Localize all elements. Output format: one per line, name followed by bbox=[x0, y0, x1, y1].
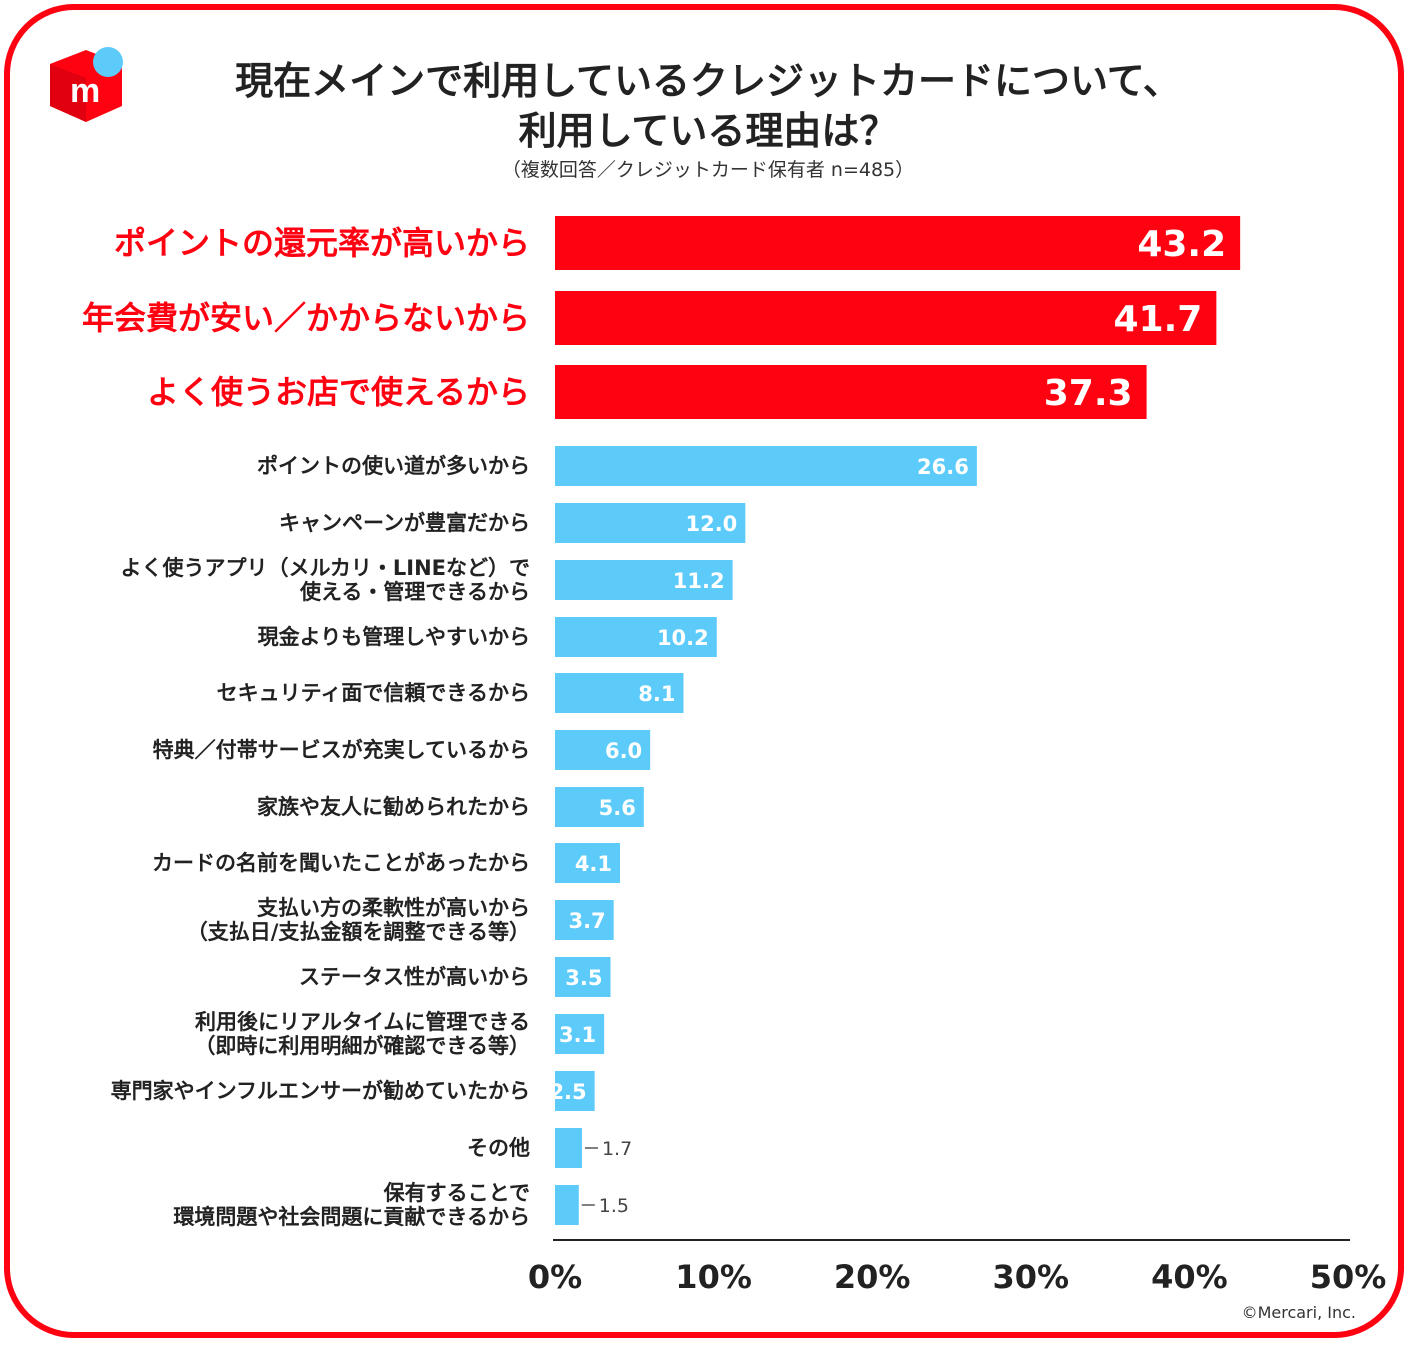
bar-11 bbox=[555, 843, 621, 883]
bar-9 bbox=[555, 730, 651, 770]
category-label-line: ステータス性が高いから bbox=[299, 965, 530, 989]
bar-12 bbox=[555, 900, 614, 940]
category-label-11: カードの名前を聞いたことがあったから bbox=[152, 851, 530, 875]
bar-15 bbox=[555, 1071, 595, 1111]
x-tick-label: 0% bbox=[528, 1258, 582, 1296]
category-label-9: 特典／付帯サービスが充実しているから bbox=[153, 738, 530, 762]
chart-title-line1: 現在メインで利用しているクレジットカードについて、 bbox=[235, 59, 1181, 103]
category-label-3: よく使うお店で使えるから bbox=[146, 372, 530, 411]
value-label-15: 2.5 bbox=[549, 1080, 586, 1104]
bar-8 bbox=[555, 673, 684, 713]
logo-glyph: m bbox=[70, 72, 100, 110]
bar-6 bbox=[555, 560, 733, 600]
category-label-12: 支払い方の柔軟性が高いから （支払日/支払金額を調整できる等） bbox=[187, 896, 530, 944]
category-label-1: ポイントの還元率が高いから bbox=[113, 223, 530, 262]
value-label-14: 3.1 bbox=[559, 1023, 596, 1047]
bar-14 bbox=[555, 1014, 605, 1054]
category-label-line: その他 bbox=[467, 1136, 530, 1160]
category-label-line: 保有することで bbox=[383, 1181, 530, 1205]
bar-16 bbox=[555, 1128, 582, 1168]
category-label-line: 年会費が安い／かからないから bbox=[81, 298, 530, 337]
category-label-8: セキュリティ面で信頼できるから bbox=[217, 681, 530, 705]
category-label-line: 環境問題や社会問題に貢献できるから bbox=[173, 1205, 530, 1230]
value-label-4: 26.6 bbox=[917, 455, 969, 479]
category-label-line: ポイントの使い道が多いから bbox=[257, 454, 530, 478]
category-label-line: 使える・管理できるから bbox=[300, 580, 530, 605]
bar-2 bbox=[555, 291, 1217, 345]
bar-3 bbox=[555, 365, 1147, 419]
value-label-16: 1.7 bbox=[602, 1138, 632, 1160]
value-label-17: 1.5 bbox=[599, 1195, 629, 1217]
value-label-7: 10.2 bbox=[657, 626, 709, 650]
category-label-14: 利用後にリアルタイムに管理できる （即時に利用明細が確認できる等） bbox=[194, 1010, 530, 1058]
category-label-line: セキュリティ面で信頼できるから bbox=[216, 681, 530, 705]
category-label-line: カードの名前を聞いたことがあったから bbox=[152, 851, 530, 875]
value-label-12: 3.7 bbox=[568, 909, 605, 933]
value-label-11: 4.1 bbox=[575, 852, 612, 876]
value-label-6: 11.2 bbox=[673, 569, 725, 593]
category-label-line: （支払日/支払金額を調整できる等） bbox=[186, 920, 530, 945]
category-label-16: その他 bbox=[467, 1136, 530, 1160]
category-label-2: 年会費が安い／かからないから bbox=[81, 298, 530, 337]
category-label-13: ステータス性が高いから bbox=[299, 965, 530, 989]
category-label-7: 現金よりも管理しやすいから bbox=[258, 625, 530, 649]
category-label-line: 支払い方の柔軟性が高いから bbox=[257, 896, 530, 920]
category-label-4: ポイントの使い道が多いから bbox=[257, 454, 530, 478]
bar-17 bbox=[555, 1185, 579, 1225]
bar-13 bbox=[555, 957, 611, 997]
category-label-15: 専門家やインフルエンサーが勧めていたから bbox=[111, 1079, 530, 1103]
copyright: ©Mercari, Inc. bbox=[1241, 1303, 1356, 1322]
category-label-line: 特典／付帯サービスが充実しているから bbox=[152, 738, 530, 762]
value-label-8: 8.1 bbox=[638, 682, 675, 706]
category-label-line: （即時に利用明細が確認できる等） bbox=[194, 1034, 530, 1059]
value-label-10: 5.6 bbox=[599, 796, 636, 820]
value-label-2: 41.7 bbox=[1114, 299, 1203, 340]
category-label-line: 家族や友人に勧められたから bbox=[257, 795, 530, 819]
category-label-10: 家族や友人に勧められたから bbox=[257, 795, 530, 819]
x-tick-label: 10% bbox=[675, 1258, 752, 1296]
bar-7 bbox=[555, 617, 717, 657]
bar-5 bbox=[555, 503, 746, 543]
value-label-5: 12.0 bbox=[685, 512, 737, 536]
value-label-9: 6.0 bbox=[605, 739, 642, 763]
category-label-line: ポイントの還元率が高いから bbox=[113, 223, 530, 262]
value-label-3: 37.3 bbox=[1044, 373, 1133, 414]
value-label-1: 43.2 bbox=[1137, 224, 1226, 265]
category-label-line: 現金よりも管理しやすいから bbox=[257, 625, 530, 649]
category-label-line: 利用後にリアルタイムに管理できる bbox=[195, 1010, 530, 1034]
x-tick-label: 30% bbox=[993, 1258, 1070, 1296]
x-tick-label: 50% bbox=[1310, 1258, 1387, 1296]
bar-4 bbox=[555, 446, 977, 486]
mercari-logo-icon: m bbox=[50, 47, 123, 122]
category-label-5: キャンペーンが豊富だから bbox=[279, 511, 530, 535]
x-tick-label: 20% bbox=[834, 1258, 911, 1296]
value-label-13: 3.5 bbox=[565, 966, 602, 990]
chart-title-line2: 利用している理由は？ bbox=[518, 109, 898, 153]
category-label-line: よく使うお店で使えるから bbox=[146, 372, 530, 411]
bar-10 bbox=[555, 787, 644, 827]
bar-1 bbox=[555, 216, 1241, 270]
category-label-line: 専門家やインフルエンサーが勧めていたから bbox=[110, 1079, 530, 1103]
x-tick-label: 40% bbox=[1151, 1258, 1228, 1296]
category-label-6: よく使うアプリ（メルカリ・LINEなど）で 使える・管理できるから bbox=[121, 556, 530, 604]
category-label-17: 保有することで 環境問題や社会問題に貢献できるから bbox=[173, 1181, 530, 1229]
chart-subtitle: （複数回答／クレジットカード保有者 n=485） bbox=[501, 159, 915, 181]
category-label-line: キャンペーンが豊富だから bbox=[279, 511, 530, 535]
category-label-line: よく使うアプリ（メルカリ・LINEなど）で bbox=[120, 556, 530, 580]
chart-frame bbox=[4, 4, 1404, 1338]
